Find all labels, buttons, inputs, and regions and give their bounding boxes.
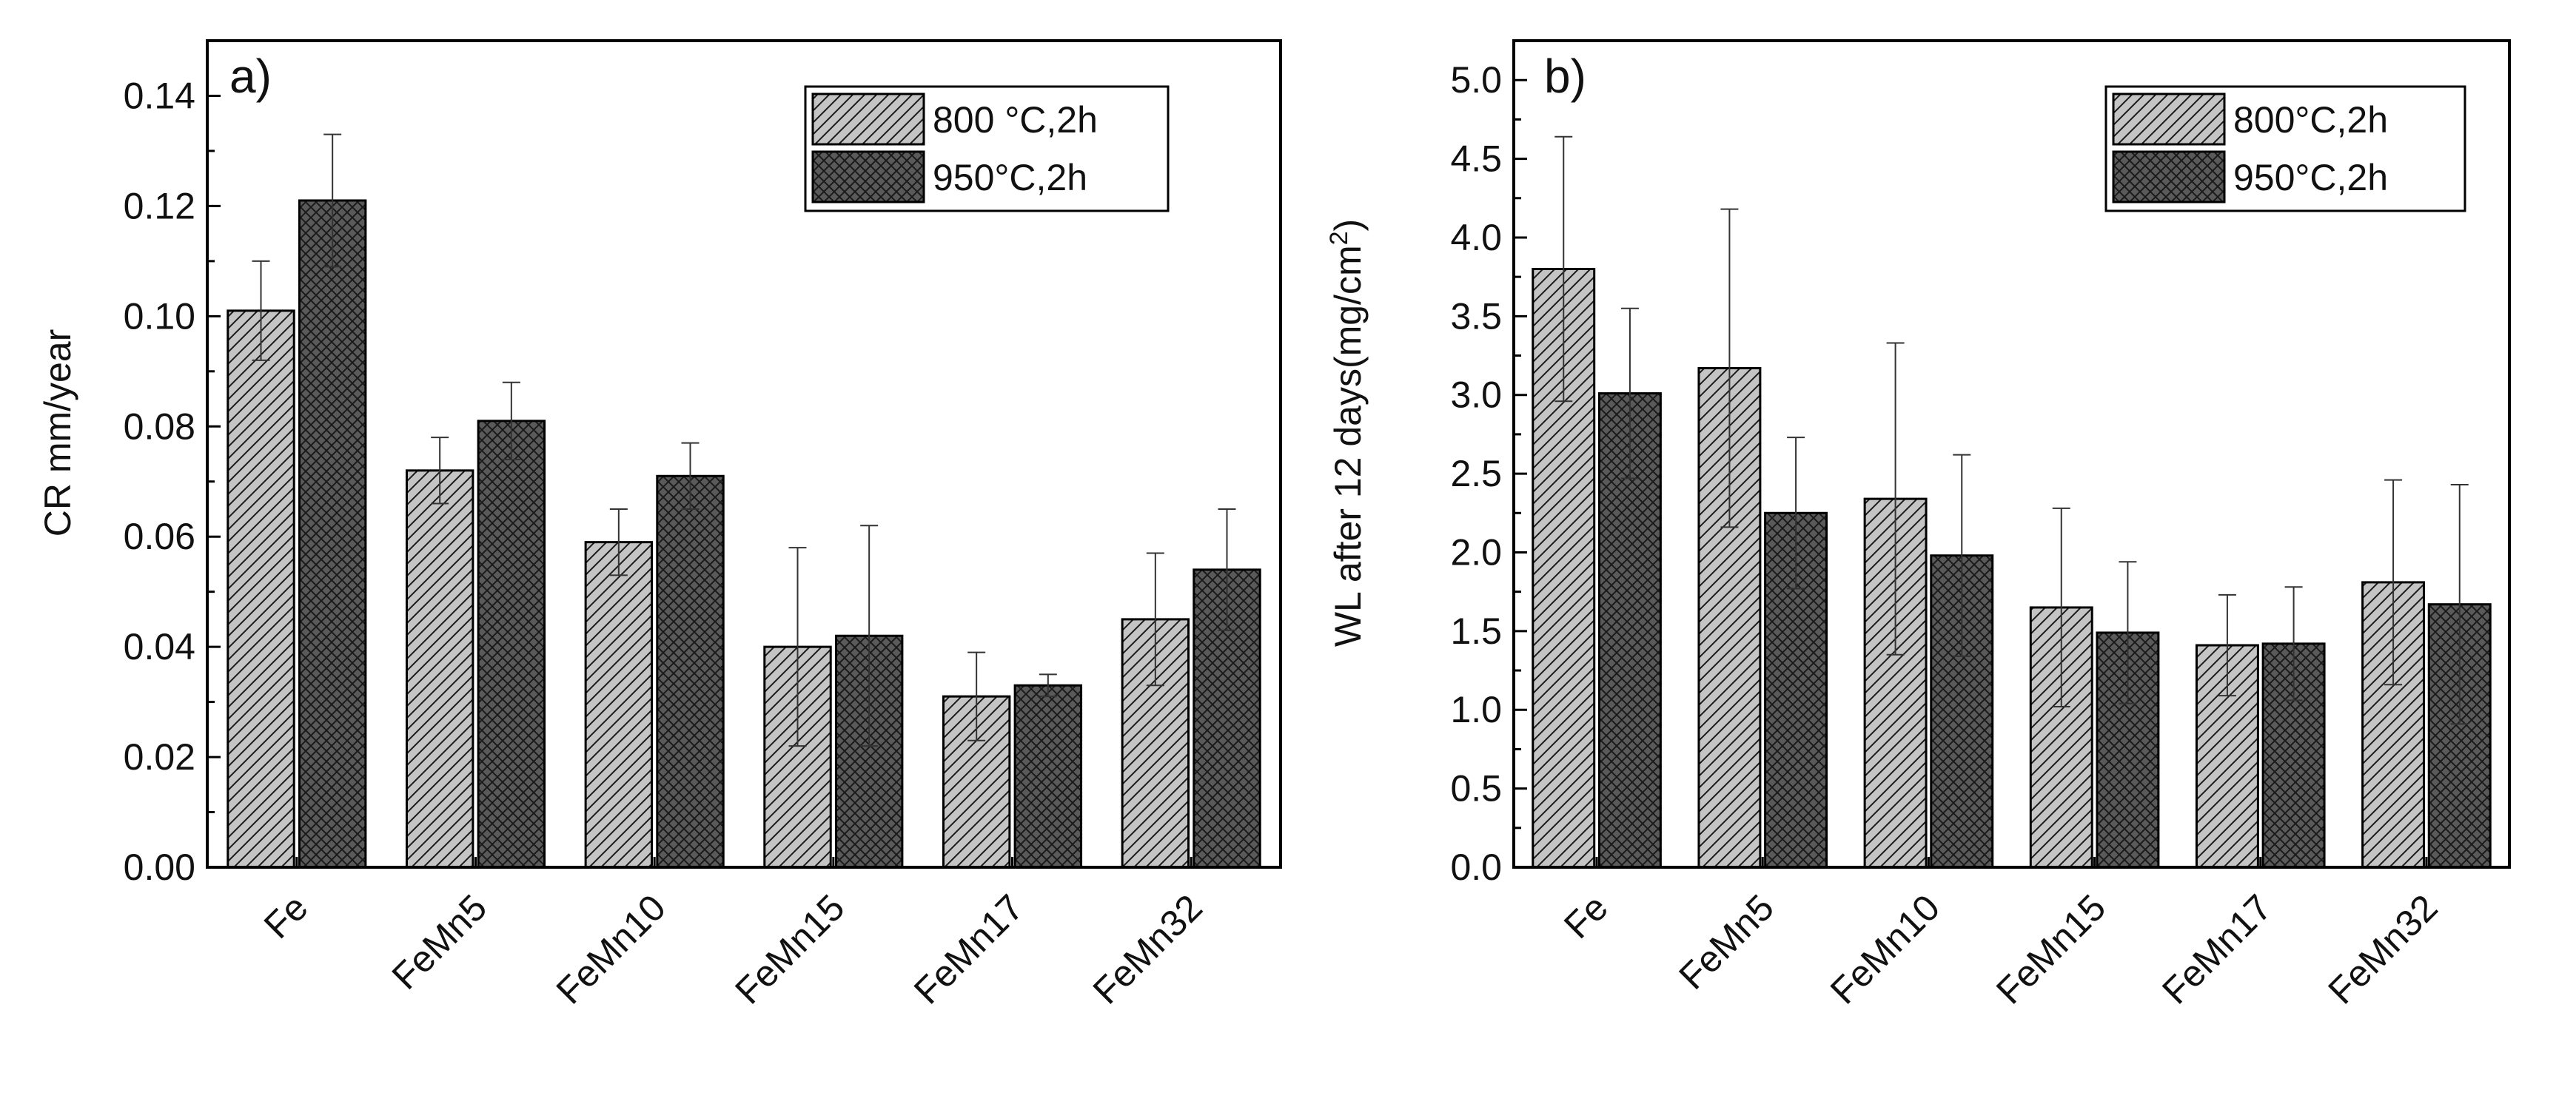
y-tick-label: 5.0 bbox=[1450, 59, 1502, 101]
error-bar bbox=[2052, 507, 2070, 707]
error-bar bbox=[967, 651, 986, 741]
error-bar bbox=[1720, 208, 1739, 528]
y-tick-label: 1.5 bbox=[1450, 610, 1502, 652]
x-category-label: Fe bbox=[256, 886, 316, 946]
error-bar bbox=[2284, 586, 2303, 701]
x-category-label: FeMn10 bbox=[549, 886, 674, 1012]
error-bar bbox=[323, 133, 342, 268]
panel-label: a) bbox=[229, 50, 272, 103]
legend-label: 800 °C,2h bbox=[933, 99, 1098, 141]
bar-series-1 bbox=[584, 541, 654, 869]
y-tick-label: 2.0 bbox=[1450, 531, 1502, 573]
y-tick-label: 0.14 bbox=[124, 75, 195, 116]
bar-series-2 bbox=[298, 199, 367, 869]
x-category-label: FeMn5 bbox=[384, 886, 495, 997]
error-bar bbox=[2218, 593, 2236, 697]
x-category-label: FeMn17 bbox=[2154, 886, 2279, 1012]
x-category-label: FeMn32 bbox=[1085, 886, 1210, 1012]
legend-swatch bbox=[811, 150, 925, 203]
y-tick-label: 0.0 bbox=[1450, 847, 1502, 888]
plot-frame bbox=[206, 39, 1282, 869]
y-tick-label: 2.5 bbox=[1450, 453, 1502, 494]
y-axis-title-suffix: ) bbox=[1327, 219, 1369, 232]
error-bar bbox=[1886, 342, 1905, 656]
error-bar bbox=[502, 381, 520, 460]
y-tick-label: 0.5 bbox=[1450, 768, 1502, 810]
y-tick-label: 4.0 bbox=[1450, 217, 1502, 258]
plot-frame bbox=[1512, 39, 2511, 869]
legend-swatch bbox=[2112, 92, 2226, 146]
error-bar bbox=[1953, 454, 1971, 657]
error-bar bbox=[860, 525, 879, 747]
error-bar bbox=[1218, 508, 1236, 631]
bar-layer bbox=[227, 199, 1261, 869]
chart-panel-a: CR mm/year a) 0.000.020.040.060.080.100.… bbox=[37, 39, 1282, 1012]
chart-panel-b: WL after 12 days(mg/cm2) b) 0.0 0.5 1.0 1.5… bbox=[1325, 39, 2511, 1012]
y-tick-label: 0.10 bbox=[124, 295, 195, 337]
y-tick-label: 3.5 bbox=[1450, 295, 1502, 337]
bar-series-1 bbox=[405, 469, 474, 869]
y-axis-title: WL after 12 days(mg/cm2) bbox=[1325, 219, 1369, 647]
x-category-label: FeMn15 bbox=[1988, 886, 2113, 1012]
error-bar bbox=[431, 437, 449, 505]
legend-label: 950°C,2h bbox=[933, 157, 1087, 198]
error-bar bbox=[1554, 135, 1573, 403]
panel-label: b) bbox=[1544, 50, 1586, 103]
error-bar bbox=[1787, 437, 1805, 590]
legend-label: 950°C,2h bbox=[2233, 157, 2388, 198]
y-axis-title-superscript: 2 bbox=[1325, 231, 1353, 245]
x-category-label: FeMn15 bbox=[727, 886, 852, 1012]
x-category-label: FeMn5 bbox=[1671, 886, 1782, 997]
x-category-label: FeMn10 bbox=[1822, 886, 1948, 1012]
y-tick-label: 4.5 bbox=[1450, 138, 1502, 180]
error-bar bbox=[609, 508, 628, 576]
y-tick-label: 0.12 bbox=[124, 185, 195, 226]
y-ticks: 0.0 0.5 1.0 1.5 2.0 2.5 3.0 3.5 4.0 4.5 5.0 bbox=[1450, 59, 1527, 888]
y-tick-label: 0.02 bbox=[124, 736, 195, 778]
y-axis-title-main: WL after 12 days(mg/cm bbox=[1327, 245, 1369, 647]
y-tick-label: 0.08 bbox=[124, 406, 195, 447]
legend-label: 800°C,2h bbox=[2233, 99, 2388, 141]
error-bar bbox=[1620, 307, 1639, 480]
legend: 800 °C,2h 950°C,2h bbox=[804, 85, 1170, 212]
error-bar bbox=[2450, 483, 2469, 725]
y-tick-label: 0.04 bbox=[124, 626, 195, 667]
bar-series-2 bbox=[477, 420, 546, 869]
legend: 800°C,2h 950°C,2h bbox=[2104, 85, 2466, 212]
bar-series-2 bbox=[1013, 684, 1083, 869]
legend-swatch bbox=[811, 92, 925, 146]
error-bar bbox=[1146, 552, 1164, 687]
error-bar-layer bbox=[1554, 135, 2469, 725]
error-bar bbox=[1039, 673, 1057, 698]
x-category-labels: Fe FeMn5 FeMn10 FeMn15 FeMn17 FeMn32 bbox=[1556, 857, 2446, 1012]
bar-series-1 bbox=[227, 309, 295, 869]
error-bar-layer bbox=[252, 133, 1236, 747]
error-bar bbox=[252, 260, 270, 361]
x-category-label: FeMn17 bbox=[906, 886, 1031, 1012]
error-bar bbox=[2384, 479, 2403, 686]
error-bar bbox=[681, 442, 700, 510]
legend-swatch bbox=[2112, 150, 2226, 203]
bar-series-2 bbox=[656, 474, 725, 869]
x-category-labels: Fe FeMn5 FeMn10 FeMn15 FeMn17 FeMn32 bbox=[256, 857, 1210, 1012]
y-axis-title: CR mm/year bbox=[37, 329, 78, 537]
x-category-label: FeMn32 bbox=[2320, 886, 2445, 1012]
y-tick-label: 0.00 bbox=[124, 847, 195, 888]
y-tick-label: 3.0 bbox=[1450, 374, 1502, 416]
bar-series-1 bbox=[1121, 618, 1190, 869]
error-bar bbox=[788, 547, 807, 747]
error-bar bbox=[2119, 561, 2137, 704]
x-category-label: Fe bbox=[1556, 886, 1616, 946]
y-ticks: 0.00 0.02 0.04 0.06 0.08 0.10 0.12 0.14 bbox=[124, 75, 221, 888]
bar-layer bbox=[1532, 268, 2492, 869]
y-tick-label: 0.06 bbox=[124, 516, 195, 557]
y-tick-label: 1.0 bbox=[1450, 689, 1502, 730]
